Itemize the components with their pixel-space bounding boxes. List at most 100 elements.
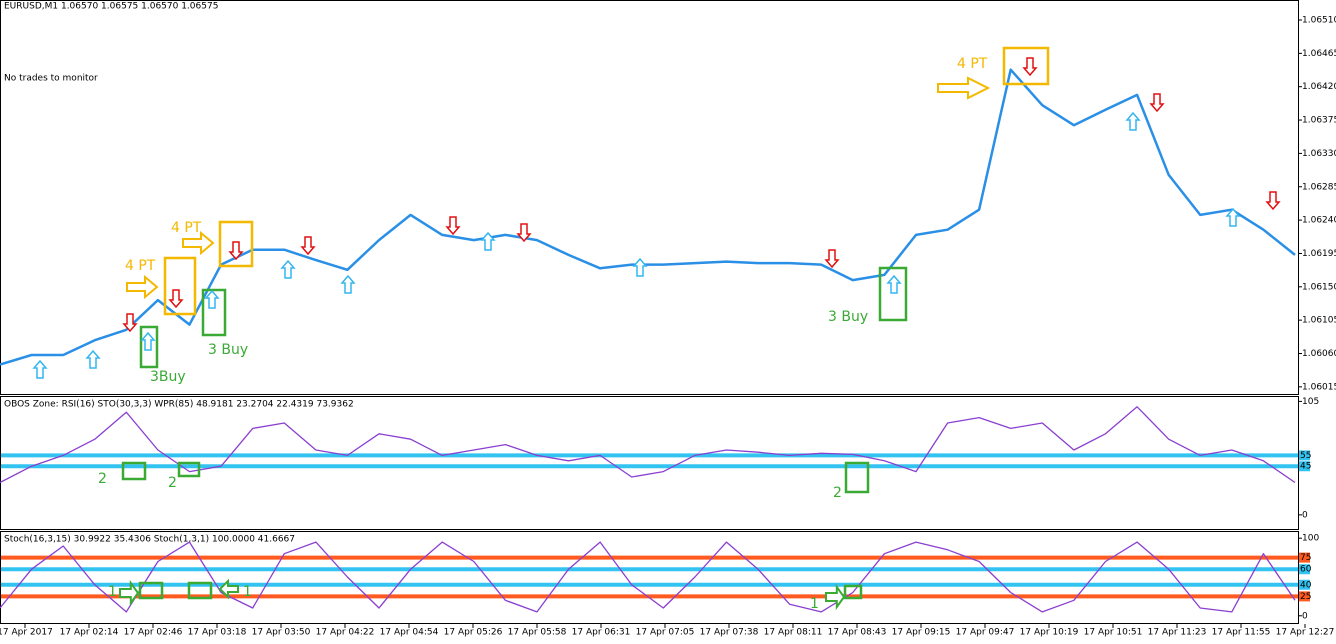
highlight-box bbox=[187, 581, 213, 600]
x-tick-label: 17 Apr 2017 bbox=[0, 628, 53, 638]
highlight-box bbox=[218, 220, 254, 268]
level-label: 40 bbox=[1300, 580, 1312, 590]
y-tick-label: 1.06240 bbox=[1302, 216, 1336, 226]
y-tick-label: 1.06015 bbox=[1302, 382, 1336, 392]
y-tick-label: 100 bbox=[1302, 534, 1319, 544]
y-tick-label: 0 bbox=[1302, 510, 1308, 520]
highlight-box bbox=[844, 461, 870, 494]
pointer-arrow bbox=[119, 579, 140, 607]
x-tick-label: 17 Apr 05:26 bbox=[444, 628, 503, 638]
buy-signal bbox=[85, 349, 101, 369]
sell-signal bbox=[122, 313, 138, 333]
pointer-arrow bbox=[937, 76, 991, 100]
buy-signal bbox=[32, 359, 48, 379]
buy-signal bbox=[632, 257, 648, 277]
x-tick-label: 17 Apr 09:47 bbox=[956, 628, 1015, 638]
y-tick-label: 1.06105 bbox=[1302, 316, 1336, 326]
buy-signal bbox=[204, 289, 220, 309]
level-tag bbox=[1299, 552, 1310, 563]
x-tick-label: 17 Apr 07:38 bbox=[700, 628, 759, 638]
buy-signal bbox=[1125, 111, 1141, 131]
annotation: 1 bbox=[243, 584, 252, 600]
sell-signal bbox=[1149, 93, 1165, 113]
x-tick-label: 17 Apr 02:46 bbox=[124, 628, 183, 638]
highlight-box bbox=[138, 581, 164, 600]
sell-signal bbox=[300, 236, 316, 256]
stoch-header: Stoch(16,3,15) 30.9922 35.4306 Stoch(1,3… bbox=[4, 535, 295, 545]
highlight-box bbox=[843, 584, 863, 600]
sell-signal bbox=[516, 223, 532, 243]
x-tick-label: 17 Apr 02:14 bbox=[60, 628, 119, 638]
pointer-arrow bbox=[182, 230, 215, 256]
y-tick-label: 0 bbox=[1302, 611, 1308, 621]
rsi-header: OBOS Zone: RSI(16) STO(30,3,3) WPR(85) 4… bbox=[4, 400, 354, 410]
series-line bbox=[0, 406, 1296, 484]
y-tick-label: 1.06330 bbox=[1302, 149, 1336, 159]
highlight-box bbox=[177, 461, 201, 478]
x-tick-label: 17 Apr 08:11 bbox=[764, 628, 823, 638]
x-tick-label: 17 Apr 04:54 bbox=[380, 628, 439, 638]
x-tick-label: 17 Apr 11:55 bbox=[1212, 628, 1271, 638]
annotation: 2 bbox=[98, 471, 107, 487]
x-tick-label: 17 Apr 03:50 bbox=[252, 628, 311, 638]
buy-signal bbox=[340, 274, 356, 294]
y-tick-label: 105 bbox=[1302, 397, 1319, 407]
x-tick-label: 17 Apr 06:31 bbox=[572, 628, 631, 638]
buy-signal bbox=[280, 259, 296, 279]
sell-signal bbox=[1022, 57, 1038, 77]
annotation: 4 PT bbox=[125, 258, 156, 274]
buy-signal bbox=[140, 331, 156, 351]
symbol-header: EURUSD,M1 1.06570 1.06575 1.06570 1.0657… bbox=[4, 2, 218, 12]
level-tag bbox=[1299, 591, 1310, 602]
level-tag bbox=[1299, 461, 1310, 472]
pointer-arrow bbox=[126, 274, 159, 300]
series-line bbox=[0, 68, 1296, 366]
annotation: 2 bbox=[833, 485, 842, 501]
sell-signal bbox=[1265, 191, 1281, 211]
annotation: 3 Buy bbox=[208, 342, 248, 358]
level-tag bbox=[1299, 450, 1310, 461]
x-tick-label: 17 Apr 10:19 bbox=[1020, 628, 1079, 638]
annotation: 4 PT bbox=[957, 56, 988, 72]
x-tick-label: 17 Apr 05:58 bbox=[508, 628, 567, 638]
level-label: 25 bbox=[1300, 592, 1311, 602]
price-panel bbox=[0, 0, 1299, 395]
x-tick-label: 17 Apr 07:05 bbox=[636, 628, 695, 638]
level-label: 60 bbox=[1300, 565, 1312, 575]
y-tick-label: 1.06420 bbox=[1302, 82, 1336, 92]
y-tick-label: 1.06285 bbox=[1302, 182, 1336, 192]
y-tick-label: 1.06510 bbox=[1302, 16, 1336, 26]
status-text: No trades to monitor bbox=[4, 74, 98, 84]
y-tick-label: 1.06195 bbox=[1302, 249, 1336, 259]
x-tick-label: 17 Apr 09:15 bbox=[892, 628, 951, 638]
buy-signal bbox=[1225, 207, 1241, 227]
x-tick-label: 17 Apr 03:18 bbox=[188, 628, 247, 638]
x-tick-label: 17 Apr 11:23 bbox=[1148, 628, 1207, 638]
annotation: 3Buy bbox=[150, 369, 186, 385]
annotation: 1 bbox=[810, 596, 819, 612]
x-tick-label: 17 Apr 04:22 bbox=[316, 628, 375, 638]
annotation: 4 PT bbox=[171, 220, 202, 236]
highlight-box bbox=[163, 256, 197, 316]
annotation: 2 bbox=[168, 475, 177, 491]
sell-signal bbox=[824, 249, 840, 269]
x-tick-label: 17 Apr 10:51 bbox=[1084, 628, 1143, 638]
sell-signal bbox=[168, 289, 184, 309]
stoch-panel bbox=[0, 531, 1299, 624]
highlight-box bbox=[1002, 46, 1050, 86]
level-tag bbox=[1299, 579, 1310, 590]
level-label: 55 bbox=[1300, 451, 1311, 461]
highlight-box bbox=[878, 266, 908, 322]
highlight-box bbox=[121, 461, 147, 481]
pointer-arrow bbox=[825, 583, 846, 611]
sell-signal bbox=[228, 241, 244, 261]
level-label: 45 bbox=[1300, 462, 1311, 472]
x-tick-label: 17 Apr 12:27 bbox=[1276, 628, 1335, 638]
y-tick-label: 1.06465 bbox=[1302, 49, 1336, 59]
buy-signal bbox=[480, 231, 496, 251]
annotation: 1 bbox=[108, 584, 117, 600]
level-tag bbox=[1299, 564, 1310, 575]
series-line bbox=[0, 541, 1296, 613]
pointer-arrow bbox=[218, 578, 239, 600]
